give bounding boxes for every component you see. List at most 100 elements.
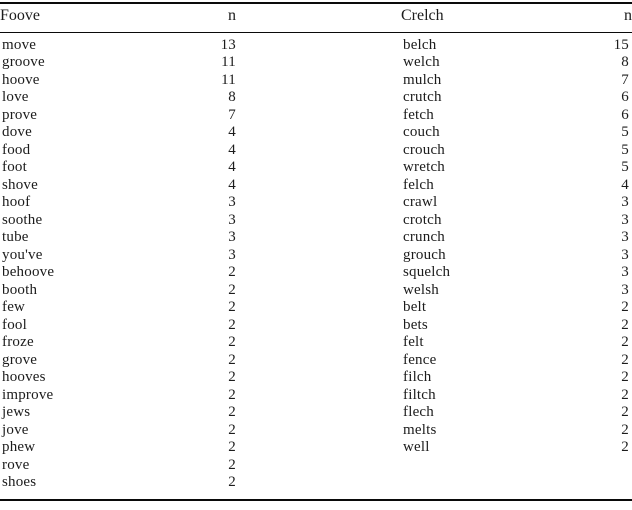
crelch-word: fetch bbox=[403, 106, 434, 123]
table-row: grove 2 fence 2 bbox=[0, 352, 632, 370]
foove-word: froze bbox=[2, 334, 34, 350]
crelch-count: 2 bbox=[621, 316, 629, 333]
table-row: soothe 3 crotch 3 bbox=[0, 212, 632, 230]
foove-count: 2 bbox=[228, 334, 236, 350]
crelch-word: crawl bbox=[403, 194, 438, 210]
foove-word: move bbox=[2, 36, 37, 53]
foove-count: 3 bbox=[228, 246, 236, 263]
crelch-word: well bbox=[403, 439, 430, 455]
foove-count: 2 bbox=[228, 456, 236, 473]
crelch-count: 5 bbox=[621, 141, 629, 158]
foove-word: grove bbox=[2, 351, 38, 368]
column-gap bbox=[236, 89, 401, 107]
foove-word: jove bbox=[2, 421, 29, 438]
foove-count: 2 bbox=[228, 316, 236, 333]
foove-word: improve bbox=[2, 386, 54, 403]
table-row: hoove 11 mulch 7 bbox=[0, 72, 632, 90]
foove-count: 2 bbox=[228, 369, 236, 385]
crelch-word: felt bbox=[403, 334, 424, 350]
foove-count: 13 bbox=[220, 36, 236, 53]
foove-word: few bbox=[2, 299, 26, 315]
crelch-word: belt bbox=[403, 299, 427, 315]
column-gap bbox=[236, 72, 401, 90]
crelch-count bbox=[559, 457, 632, 475]
foove-count: 2 bbox=[228, 474, 236, 490]
foove-word: dove bbox=[2, 124, 32, 140]
crelch-count: 2 bbox=[621, 421, 629, 438]
crelch-word: crunch bbox=[403, 229, 446, 245]
crelch-word: crouch bbox=[403, 141, 446, 158]
foove-count: 2 bbox=[228, 299, 236, 315]
column-gap bbox=[236, 54, 401, 72]
crelch-count: 3 bbox=[621, 211, 629, 228]
table-row: dove 4 couch 5 bbox=[0, 124, 632, 142]
crelch-word: fence bbox=[403, 351, 437, 368]
table-row: you've 3 grouch 3 bbox=[0, 247, 632, 265]
crelch-count: 5 bbox=[621, 124, 629, 140]
foove-word: phew bbox=[2, 439, 36, 455]
column-gap bbox=[236, 369, 401, 387]
crelch-count bbox=[559, 474, 632, 492]
column-gap bbox=[236, 177, 401, 195]
column-gap bbox=[236, 439, 401, 457]
foove-count: 3 bbox=[228, 194, 236, 210]
crelch-count: 2 bbox=[621, 439, 629, 455]
foove-count: 2 bbox=[228, 351, 236, 368]
table-row: shove 4 felch 4 bbox=[0, 177, 632, 195]
column-gap bbox=[236, 282, 401, 300]
foove-count: 2 bbox=[228, 264, 236, 280]
foove-word: rove bbox=[2, 456, 30, 473]
table-row: jews 2 flech 2 bbox=[0, 404, 632, 422]
crelch-count: 15 bbox=[613, 36, 629, 53]
column-gap bbox=[236, 457, 401, 475]
table-header: Foove n Crelch n bbox=[0, 4, 632, 32]
foove-count: 2 bbox=[228, 421, 236, 438]
crelch-word: wretch bbox=[403, 159, 446, 175]
table-row: hoof 3 crawl 3 bbox=[0, 194, 632, 212]
table-row: prove 7 fetch 6 bbox=[0, 107, 632, 125]
crelch-word: welsh bbox=[403, 281, 439, 298]
crelch-count: 3 bbox=[621, 194, 629, 210]
crelch-count: 6 bbox=[621, 106, 629, 123]
column-gap bbox=[236, 4, 401, 32]
foove-count: 2 bbox=[228, 439, 236, 455]
crelch-count: 8 bbox=[621, 54, 629, 70]
column-gap bbox=[236, 404, 401, 422]
column-gap bbox=[236, 387, 401, 405]
foove-word: hooves bbox=[2, 369, 46, 385]
crelch-word: grouch bbox=[403, 246, 446, 263]
column-gap bbox=[236, 247, 401, 265]
foove-count: 3 bbox=[228, 211, 236, 228]
foove-count: 2 bbox=[228, 386, 236, 403]
crelch-count: 3 bbox=[621, 246, 629, 263]
foove-word: food bbox=[2, 141, 31, 158]
table-row: behoove 2 squelch 3 bbox=[0, 264, 632, 282]
table-row: phew 2 well 2 bbox=[0, 439, 632, 457]
foove-word: shove bbox=[2, 176, 38, 193]
crelch-count: 6 bbox=[621, 89, 629, 105]
crelch-word: squelch bbox=[403, 264, 451, 280]
foove-count: 4 bbox=[228, 176, 236, 193]
crelch-word bbox=[401, 474, 559, 492]
crelch-word: crutch bbox=[403, 89, 442, 105]
column-header-crelch: Crelch bbox=[401, 7, 444, 24]
foove-word: soothe bbox=[2, 211, 43, 228]
table-row: shoes 2 bbox=[0, 474, 632, 492]
table-row: few 2 belt 2 bbox=[0, 299, 632, 317]
table-row: rove 2 bbox=[0, 457, 632, 475]
foove-word: prove bbox=[2, 106, 38, 123]
crelch-count: 3 bbox=[621, 281, 629, 298]
table-row: groove 11 welch 8 bbox=[0, 54, 632, 72]
crelch-word: flech bbox=[403, 404, 434, 420]
crelch-count: 3 bbox=[621, 229, 629, 245]
foove-word: love bbox=[2, 89, 29, 105]
foove-count: 11 bbox=[221, 54, 236, 70]
crelch-count: 2 bbox=[621, 386, 629, 403]
column-gap bbox=[236, 474, 401, 492]
crelch-word: welch bbox=[403, 54, 440, 70]
crelch-word: crotch bbox=[403, 211, 442, 228]
table-body: move 13 belch 15 groove 11 welch 8 hoove… bbox=[0, 37, 632, 492]
table-row: jove 2 melts 2 bbox=[0, 422, 632, 440]
foove-count: 8 bbox=[228, 89, 236, 105]
foove-word: behoove bbox=[2, 264, 55, 280]
